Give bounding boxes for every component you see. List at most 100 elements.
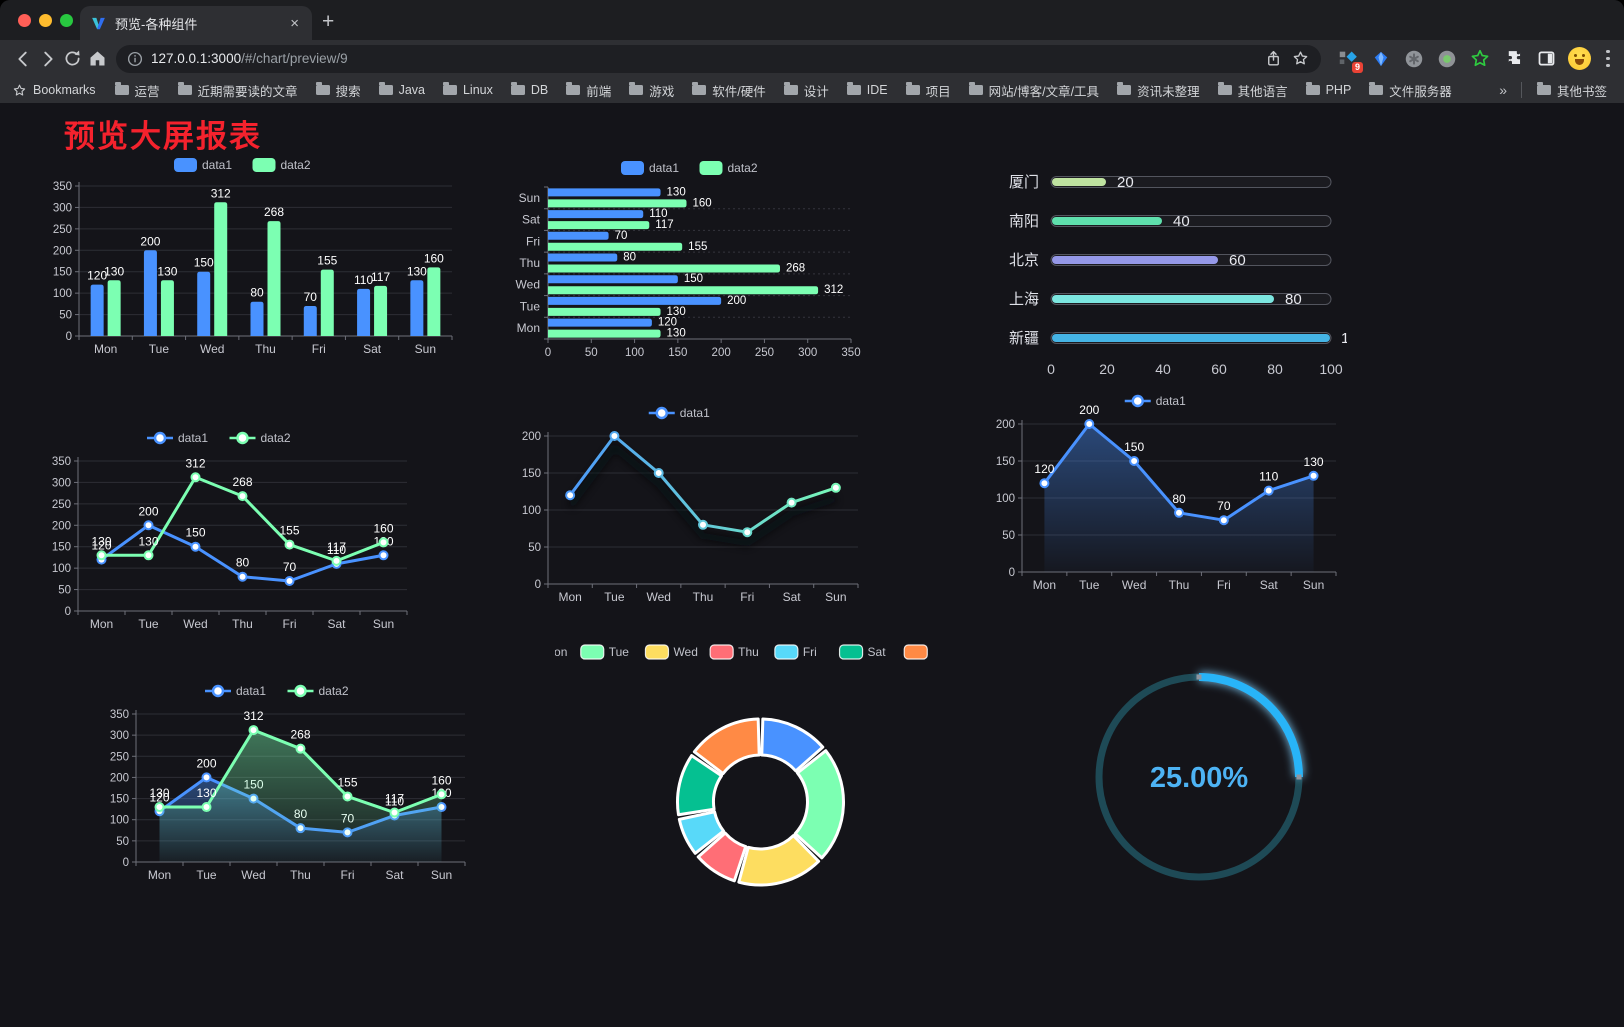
- back-button[interactable]: [10, 46, 35, 71]
- city-progress-chart[interactable]: 厦门 20 南阳 40 北京 60 上海 80 新疆 100 0 20 40 60 80 100: [995, 158, 1366, 384]
- svg-text:0: 0: [123, 857, 129, 869]
- svg-text:40: 40: [1155, 361, 1171, 377]
- svg-text:50: 50: [58, 585, 71, 597]
- extensions-menu-button[interactable]: [1502, 48, 1524, 70]
- svg-text:155: 155: [317, 254, 337, 268]
- browser-menu-button[interactable]: [1606, 49, 1610, 68]
- bookmark-this-page-button[interactable]: [1290, 48, 1311, 69]
- bookmarks-label: Bookmarks: [33, 83, 96, 97]
- svg-text:Fri: Fri: [740, 590, 754, 604]
- svg-text:150: 150: [194, 256, 214, 270]
- horizontal-bar-chart[interactable]: data1 data2 0 50 100 150 200 250 300 350 Mon Tue Wed…: [512, 153, 887, 365]
- bookmark-folder[interactable]: Java: [370, 79, 434, 101]
- svg-text:160: 160: [424, 251, 444, 265]
- bookmark-folder[interactable]: 游戏: [620, 79, 683, 101]
- bookmark-folder[interactable]: 文件服务器: [1360, 79, 1461, 101]
- svg-text:50: 50: [528, 542, 541, 554]
- svg-text:150: 150: [185, 526, 205, 540]
- bookmark-folder[interactable]: 近期需要读的文章: [169, 79, 307, 101]
- bookmark-folder[interactable]: IDE: [838, 79, 897, 101]
- home-icon: [90, 51, 105, 66]
- svg-text:312: 312: [824, 284, 843, 296]
- bookmark-folder[interactable]: 前端: [557, 79, 620, 101]
- side-panel-icon: [1538, 51, 1554, 66]
- profile-avatar[interactable]: [1568, 47, 1591, 70]
- address-bar[interactable]: 127.0.0.1:3000/#/chart/preview/9: [116, 44, 1321, 73]
- new-tab-button[interactable]: +: [322, 10, 335, 33]
- svg-text:Thu: Thu: [1169, 578, 1190, 592]
- reload-button[interactable]: [60, 46, 85, 71]
- extension-asterisk-button[interactable]: [1403, 48, 1425, 70]
- svg-text:200: 200: [522, 431, 541, 443]
- bookmark-folder[interactable]: Linux: [434, 79, 502, 101]
- minimize-window-button[interactable]: [39, 14, 52, 27]
- folder-icon: [378, 82, 393, 95]
- close-window-button[interactable]: [18, 14, 31, 27]
- other-bookmarks-label: 其他书签: [1556, 84, 1607, 99]
- svg-text:155: 155: [688, 241, 707, 253]
- svg-text:Sun: Sun: [373, 617, 394, 631]
- site-info-icon[interactable]: [126, 50, 144, 68]
- svg-text:350: 350: [53, 181, 72, 193]
- forward-button[interactable]: [35, 46, 60, 71]
- bookmark-folder-label: DB: [530, 83, 549, 97]
- other-bookmarks-folder[interactable]: 其他书签: [1528, 79, 1616, 101]
- svg-text:300: 300: [110, 730, 129, 742]
- page-content: 预览大屏报表 data1 data2 0 50 100 150 200 250 300 350 Mo…: [0, 103, 1624, 1027]
- svg-text:50: 50: [585, 347, 598, 359]
- share-button[interactable]: [1263, 48, 1284, 69]
- bookmark-folder[interactable]: 搜索: [307, 79, 370, 101]
- svg-text:200: 200: [138, 504, 158, 518]
- two-series-line-chart[interactable]: data1 data2 0 50 100 150 200 250 300 350 Mon Tue Wed…: [42, 423, 417, 637]
- svg-text:Sat: Sat: [522, 213, 541, 227]
- bookmark-folder[interactable]: 其他语言: [1209, 79, 1297, 101]
- svg-text:20: 20: [1117, 174, 1134, 191]
- svg-text:150: 150: [53, 267, 72, 279]
- svg-text:Sat: Sat: [868, 645, 887, 659]
- folder-icon: [1217, 82, 1232, 95]
- svg-text:200: 200: [53, 245, 72, 257]
- svg-text:117: 117: [655, 219, 673, 231]
- bookmark-folder-label: 网站/博客/文章/工具: [988, 84, 1100, 99]
- grouped-bar-chart[interactable]: data1 data2 0 50 100 150 200 250 300 350 Mon Tue Wed…: [45, 150, 460, 362]
- svg-text:70: 70: [283, 560, 297, 574]
- extension-gem-button[interactable]: [1370, 48, 1392, 70]
- tab-close-icon[interactable]: ×: [290, 14, 299, 32]
- svg-text:120: 120: [1034, 462, 1054, 476]
- svg-text:厦门: 厦门: [1009, 174, 1039, 191]
- svg-text:40: 40: [1173, 213, 1190, 230]
- gauge-chart[interactable]: 25.00%: [1049, 627, 1349, 927]
- bookmark-folder[interactable]: 项目: [897, 79, 960, 101]
- extension-userscript-button[interactable]: 9: [1337, 48, 1363, 73]
- bookmark-folder[interactable]: 资讯未整理: [1108, 79, 1209, 101]
- zoom-window-button[interactable]: [60, 14, 73, 27]
- svg-text:50: 50: [59, 310, 72, 322]
- two-series-area-chart[interactable]: data1 data2 0 50 100 150 200 250 300 350 Mon Tue Wed…: [100, 676, 475, 888]
- bookmark-folder[interactable]: PHP: [1297, 79, 1361, 101]
- extension-green-star-button[interactable]: [1469, 48, 1491, 70]
- bookmark-folder[interactable]: 设计: [775, 79, 838, 101]
- svg-text:268: 268: [290, 728, 310, 742]
- extension-record-button[interactable]: [1436, 48, 1458, 70]
- bookmark-folder-label: 其他语言: [1237, 84, 1288, 99]
- bookmarks-overflow-button[interactable]: »: [1499, 82, 1507, 98]
- puzzle-icon: [1508, 51, 1520, 65]
- chart-canvas: data1 0 50 100 150 200 Mon Tue Wed Thu Fri Sat Sun: [522, 406, 859, 604]
- single-area-chart[interactable]: data1 0 50 100 150 200 Mon Tue Wed Thu Fri Sat Sun 12…: [986, 386, 1346, 598]
- bookmark-folder-label: 搜索: [335, 84, 361, 99]
- home-button[interactable]: [85, 46, 110, 71]
- gradient-line-chart[interactable]: data1 0 50 100 150 200 Mon Tue Wed Thu Fri Sat Sun: [512, 398, 868, 610]
- bookmark-folder-label: 资讯未整理: [1137, 84, 1200, 99]
- folder-icon: [968, 82, 983, 95]
- browser-tab[interactable]: 预览-各种组件 ×: [80, 6, 312, 40]
- side-panel-button[interactable]: [1535, 48, 1557, 70]
- bookmark-folder[interactable]: 软件/硬件: [683, 79, 774, 101]
- bookmark-folder[interactable]: DB: [502, 79, 557, 101]
- bookmark-folder[interactable]: 运营: [106, 79, 169, 101]
- bookmark-folder[interactable]: 网站/博客/文章/工具: [960, 79, 1108, 101]
- svg-text:250: 250: [53, 224, 72, 236]
- svg-text:100: 100: [1341, 330, 1347, 347]
